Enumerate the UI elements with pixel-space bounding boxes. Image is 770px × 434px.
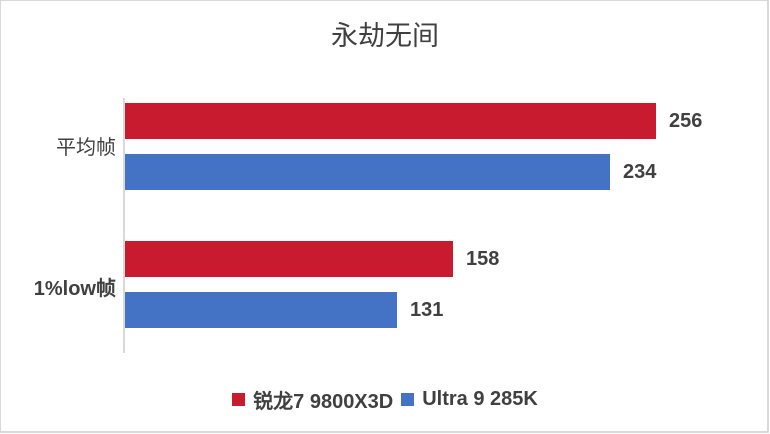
legend-label: 锐龙7 9800X3D	[253, 391, 394, 413]
legend-item-9800x3d: 锐龙7 9800X3D	[232, 385, 393, 414]
legend-item-285k: Ultra 9 285K	[401, 388, 538, 411]
bar-285k-1pct-low	[125, 292, 397, 328]
value-label: 158	[466, 248, 500, 270]
category-label-average: 平均帧	[56, 135, 116, 159]
value-label: 131	[410, 299, 444, 321]
legend-swatch-icon	[401, 393, 415, 406]
legend-label: Ultra 9 285K	[422, 388, 538, 410]
bar-9800x3d-average	[125, 103, 656, 139]
legend-swatch-icon	[232, 393, 246, 406]
legend: 锐龙7 9800X3D Ultra 9 285K	[0, 385, 770, 414]
category-label-1pct-low: 1%low帧	[33, 278, 116, 300]
category-axis	[123, 98, 125, 353]
bar-285k-average	[125, 154, 610, 190]
value-label: 256	[669, 110, 703, 132]
bar-9800x3d-1pct-low	[125, 241, 453, 277]
value-label: 234	[623, 161, 657, 183]
chart-title: 永劫无间	[331, 21, 439, 52]
